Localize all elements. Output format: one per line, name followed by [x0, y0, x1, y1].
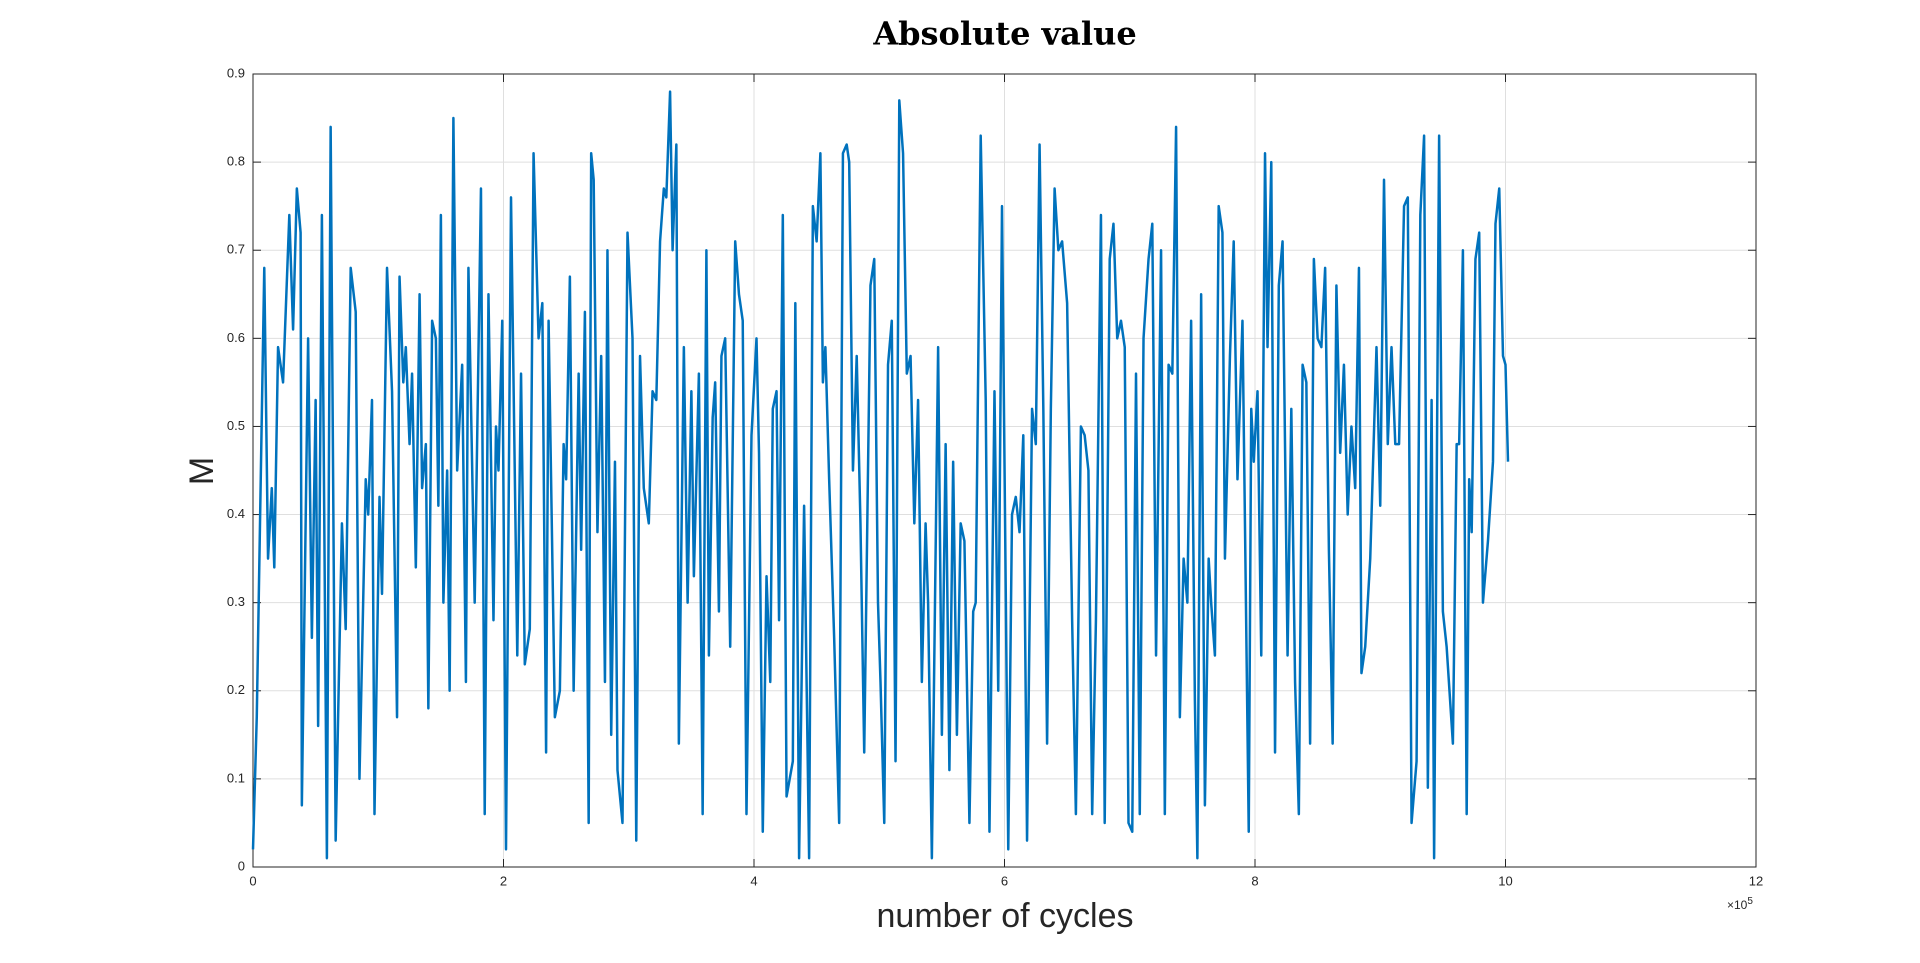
- x-tick-label: 10: [1498, 873, 1512, 888]
- y-tick-label: 0.7: [227, 242, 245, 257]
- chart-title: Absolute value: [872, 15, 1136, 53]
- y-tick-label: 0.9: [227, 65, 245, 80]
- x-multiplier-exponent: 5: [1747, 896, 1753, 907]
- x-tick-label: 8: [1251, 873, 1258, 888]
- y-tick-label: 0.3: [227, 594, 245, 609]
- x-multiplier: ×105: [1727, 896, 1753, 913]
- x-tick-label: 4: [750, 873, 757, 888]
- y-tick-label: 0.8: [227, 154, 245, 169]
- y-axis-label: M: [183, 457, 221, 485]
- y-tick-label: 0: [238, 858, 245, 873]
- y-tick-label: 0.1: [227, 770, 245, 785]
- y-tick-label: 0.6: [227, 330, 245, 345]
- axes-box: [252, 73, 1757, 868]
- x-tick-label: 2: [500, 873, 507, 888]
- x-multiplier-base: ×10: [1727, 898, 1748, 912]
- x-tick-label: 12: [1749, 873, 1763, 888]
- data-line: [251, 90, 1510, 860]
- x-tick-label: 0: [249, 873, 256, 888]
- x-tick-label: 6: [1001, 873, 1008, 888]
- x-axis-label: number of cycles: [877, 897, 1134, 935]
- y-tick-label: 0.5: [227, 418, 245, 433]
- y-tick-label: 0.2: [227, 682, 245, 697]
- y-tick-label: 0.4: [227, 506, 245, 521]
